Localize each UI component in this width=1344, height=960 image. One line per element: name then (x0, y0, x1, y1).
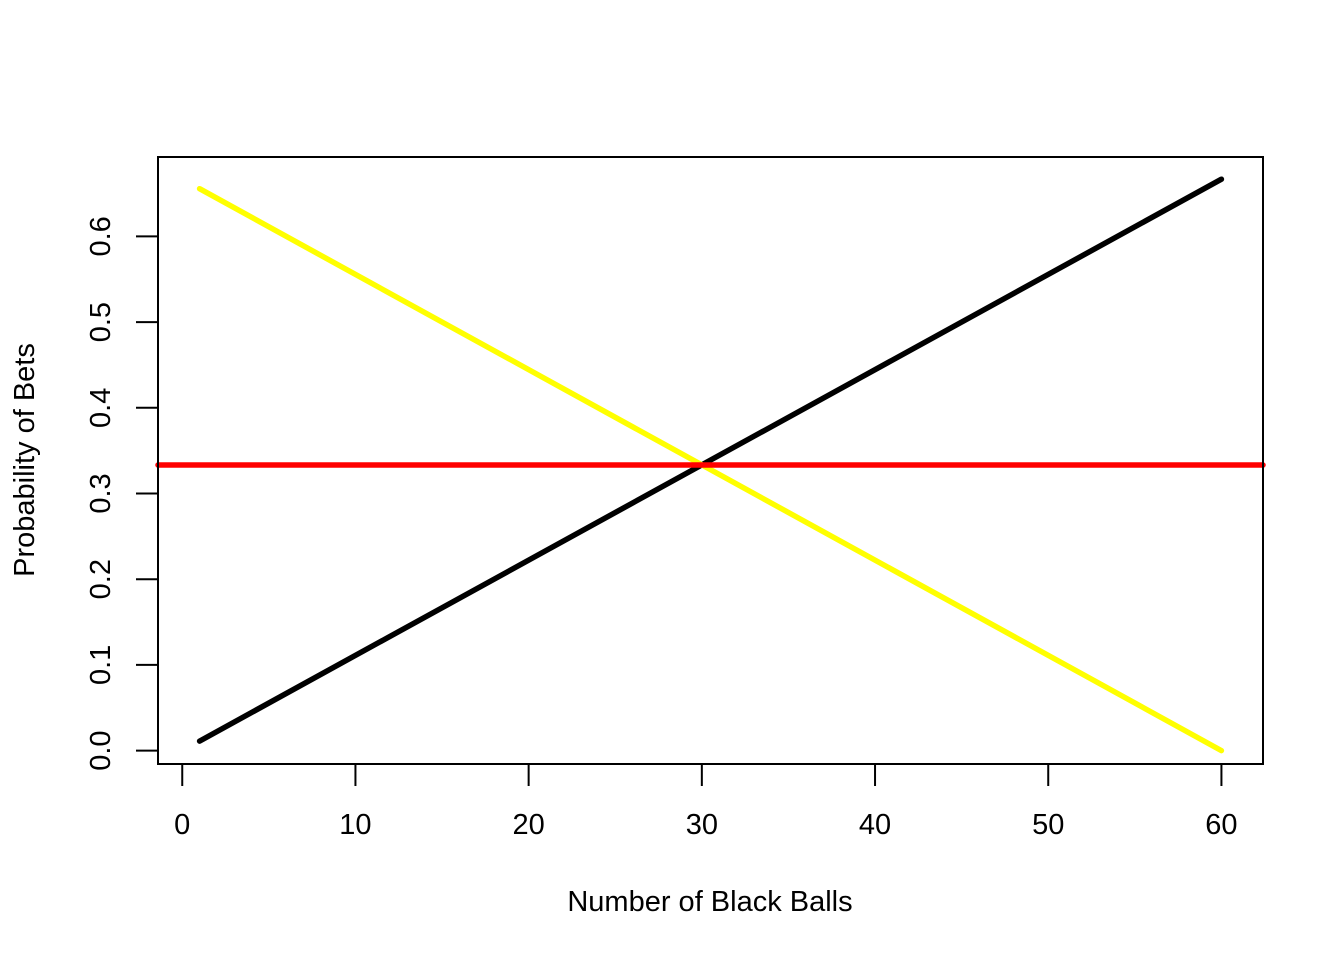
y-tick-label: 0.2 (85, 559, 117, 599)
x-tick-label: 20 (513, 809, 545, 841)
x-tick-label: 40 (859, 809, 891, 841)
x-tick-label: 30 (686, 809, 718, 841)
series-layer (155, 176, 1266, 754)
y-tick-label: 0.6 (85, 216, 117, 256)
series-line-1 (196, 176, 1225, 744)
y-axis: 0.0 0.1 0.2 0.3 0.4 0.5 0.6 (85, 216, 159, 771)
y-tick-label: 0.5 (85, 302, 117, 342)
y-tick-label: 0.1 (85, 645, 117, 685)
y-tick-label: 0.0 (85, 730, 117, 770)
y-tick-label: 0.4 (85, 388, 117, 428)
y-tick-label: 0.3 (85, 473, 117, 513)
x-tick-label: 0 (174, 809, 190, 841)
x-tick-label: 60 (1205, 809, 1237, 841)
y-axis-title: Probability of Bets (9, 343, 41, 577)
x-tick-label: 50 (1032, 809, 1064, 841)
x-axis: 0 10 20 30 40 50 60 (174, 763, 1238, 841)
series-line-2 (196, 185, 1225, 754)
x-axis-title: Number of Black Balls (567, 886, 852, 918)
x-tick-label: 10 (339, 809, 371, 841)
